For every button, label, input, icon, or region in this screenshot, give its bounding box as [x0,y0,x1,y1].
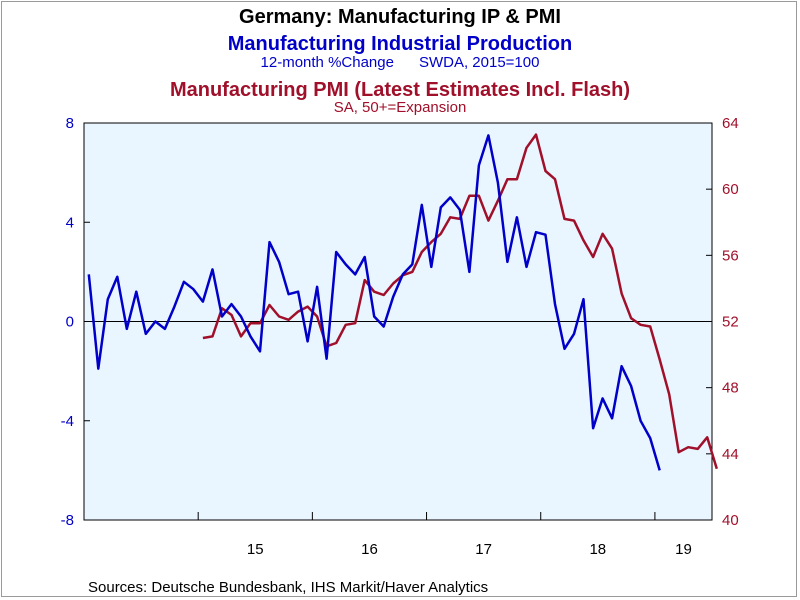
source-note: Sources: Deutsche Bundesbank, IHS Markit… [88,579,488,596]
x-tick-label: 19 [675,541,692,558]
right-tick-label: 44 [722,446,739,463]
x-tick-label: 18 [589,541,606,558]
right-tick-label: 48 [722,380,739,397]
series-line-ip [87,134,661,471]
left-tick-label: 4 [66,214,74,231]
series1-subtitle: 12-month %Change SWDA, 2015=100 [261,54,540,71]
series1-title: Manufacturing Industrial Production [228,33,572,55]
right-tick-label: 56 [722,247,739,264]
right-tick-label: 60 [722,181,739,198]
x-tick-label: 16 [361,541,378,558]
x-axis: 15 16 17 18 19 [197,512,692,558]
x-tick-label: 17 [475,541,492,558]
left-axis: 8 4 0 -4 -8 [61,115,90,529]
left-tick-label: -4 [61,413,74,430]
right-tick-label: 52 [722,314,739,331]
right-tick-label: 40 [722,512,739,529]
x-tick-label: 15 [247,541,264,558]
left-tick-label: -8 [61,512,74,529]
right-axis: 64 60 56 52 48 44 40 [706,115,739,529]
left-tick-label: 8 [66,115,74,132]
series-line-pmi [202,133,718,470]
right-tick-label: 64 [722,115,739,132]
left-tick-label: 0 [66,314,74,331]
chart-title: Germany: Manufacturing IP & PMI [239,6,561,28]
series2-subtitle: SA, 50+=Expansion [334,99,467,116]
series2-title: Manufacturing PMI (Latest Estimates Incl… [170,79,630,101]
